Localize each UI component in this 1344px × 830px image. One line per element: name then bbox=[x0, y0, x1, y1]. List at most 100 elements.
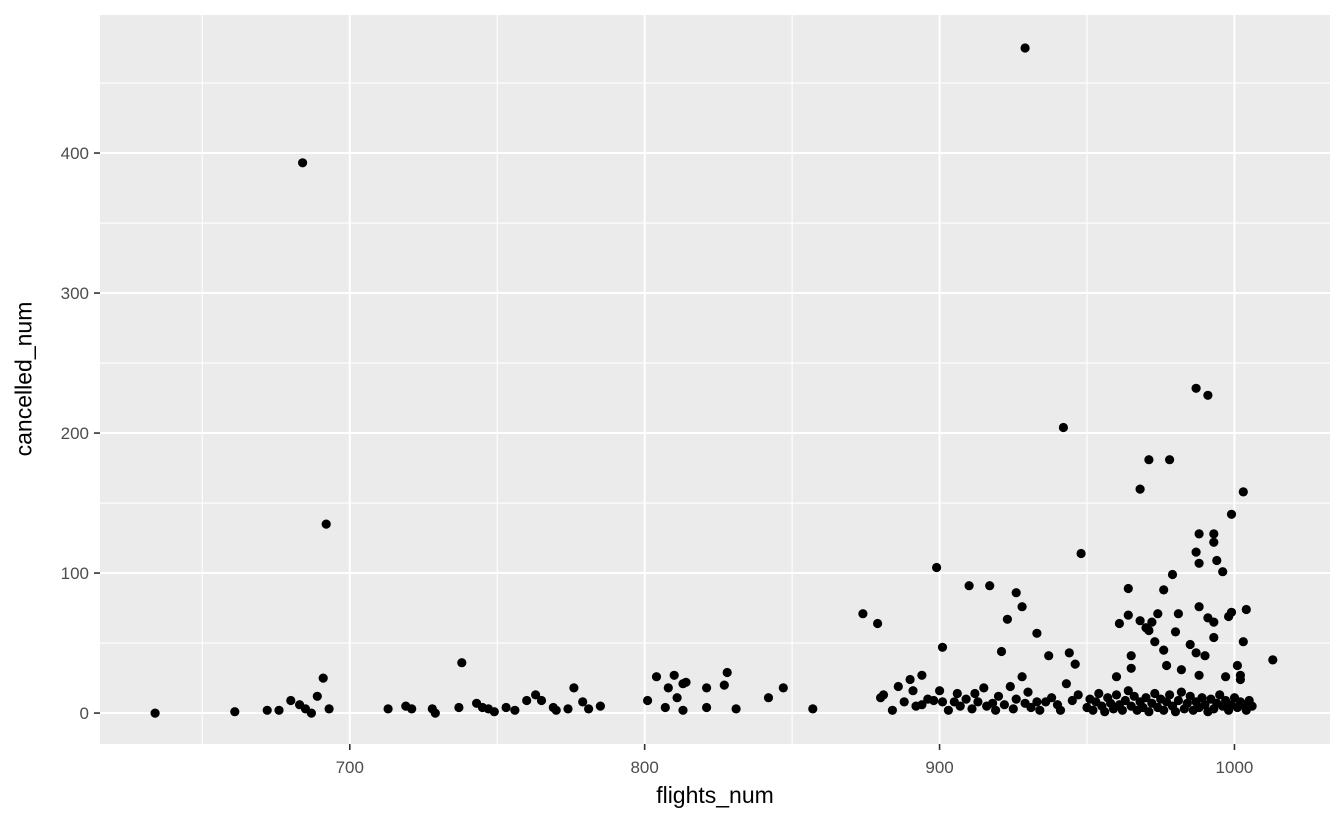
y-tick-label: 0 bbox=[80, 704, 89, 723]
data-point bbox=[988, 698, 998, 708]
data-point bbox=[1144, 455, 1154, 465]
y-tick-label: 200 bbox=[61, 424, 89, 443]
data-point bbox=[1176, 687, 1186, 697]
plot-panel bbox=[100, 15, 1330, 744]
data-point bbox=[937, 697, 948, 707]
data-point bbox=[899, 697, 909, 707]
data-point bbox=[1209, 632, 1219, 643]
data-point bbox=[1238, 487, 1248, 497]
data-point bbox=[1162, 660, 1172, 671]
data-point bbox=[1141, 693, 1151, 703]
data-point bbox=[510, 705, 520, 715]
data-point bbox=[702, 702, 712, 713]
data-point bbox=[1215, 690, 1225, 700]
data-point bbox=[1088, 705, 1098, 715]
data-point bbox=[893, 681, 903, 692]
data-point bbox=[1032, 697, 1042, 707]
data-point bbox=[321, 519, 331, 529]
data-point bbox=[943, 705, 954, 715]
data-point bbox=[937, 642, 948, 652]
data-point bbox=[917, 670, 927, 680]
data-point bbox=[873, 618, 883, 629]
data-point bbox=[1123, 610, 1133, 620]
data-point bbox=[1073, 690, 1083, 700]
data-point bbox=[1005, 681, 1015, 692]
data-point bbox=[1117, 705, 1127, 715]
data-point bbox=[970, 688, 980, 699]
data-point bbox=[1035, 705, 1045, 715]
data-point bbox=[1129, 691, 1139, 701]
data-point bbox=[763, 693, 774, 703]
data-point bbox=[1194, 529, 1204, 539]
data-point bbox=[985, 581, 995, 591]
data-point bbox=[1167, 569, 1178, 580]
data-point bbox=[999, 700, 1010, 710]
data-point bbox=[1159, 585, 1169, 595]
data-point bbox=[1123, 583, 1133, 594]
data-point bbox=[1185, 691, 1195, 701]
data-point bbox=[1094, 688, 1104, 699]
data-point bbox=[935, 686, 945, 696]
data-point bbox=[719, 680, 729, 690]
data-point bbox=[454, 702, 464, 713]
data-point bbox=[522, 695, 532, 706]
data-point bbox=[1032, 628, 1042, 638]
data-point bbox=[1070, 659, 1080, 669]
data-point bbox=[908, 686, 918, 696]
data-point bbox=[1067, 695, 1077, 706]
data-point bbox=[1241, 604, 1251, 615]
data-point bbox=[430, 708, 440, 718]
x-tick-label: 1000 bbox=[1216, 758, 1254, 777]
data-point bbox=[1111, 672, 1122, 682]
data-point bbox=[324, 704, 334, 714]
data-point bbox=[1011, 588, 1021, 598]
data-point bbox=[964, 581, 974, 591]
data-point bbox=[1194, 670, 1204, 680]
data-point bbox=[663, 683, 673, 693]
data-point bbox=[1017, 672, 1027, 682]
data-point bbox=[1173, 609, 1183, 619]
data-point bbox=[1123, 686, 1133, 696]
data-point bbox=[312, 691, 322, 701]
data-point bbox=[917, 700, 927, 710]
data-point bbox=[643, 695, 653, 706]
data-point bbox=[1238, 637, 1248, 647]
data-point bbox=[1191, 547, 1201, 557]
data-point bbox=[563, 704, 573, 714]
data-point bbox=[1191, 648, 1201, 658]
data-point bbox=[1159, 705, 1169, 715]
data-point bbox=[1111, 690, 1122, 700]
data-point bbox=[1100, 707, 1110, 717]
data-point bbox=[878, 690, 889, 700]
data-point bbox=[1209, 529, 1219, 539]
data-point bbox=[973, 697, 983, 707]
data-point bbox=[952, 688, 962, 699]
data-point bbox=[1200, 700, 1210, 710]
data-point bbox=[1023, 687, 1033, 697]
data-point bbox=[1165, 455, 1175, 465]
data-point bbox=[1047, 693, 1057, 703]
data-point bbox=[1061, 679, 1071, 689]
data-point bbox=[955, 701, 965, 711]
data-point bbox=[681, 677, 691, 687]
data-point bbox=[578, 697, 588, 707]
data-point bbox=[501, 702, 511, 713]
data-point bbox=[1017, 602, 1027, 612]
data-point bbox=[1247, 701, 1257, 711]
data-point bbox=[551, 705, 561, 715]
data-point bbox=[1044, 651, 1054, 661]
data-point bbox=[778, 683, 788, 693]
data-point bbox=[1159, 645, 1169, 655]
data-point bbox=[1268, 655, 1278, 665]
data-point bbox=[1150, 688, 1160, 699]
data-point bbox=[905, 674, 915, 685]
data-point bbox=[1185, 639, 1195, 650]
data-point bbox=[1209, 617, 1219, 627]
data-point bbox=[808, 704, 818, 714]
data-point bbox=[1008, 704, 1018, 714]
data-point bbox=[595, 701, 606, 711]
data-point bbox=[1170, 627, 1181, 637]
data-point bbox=[536, 695, 547, 706]
